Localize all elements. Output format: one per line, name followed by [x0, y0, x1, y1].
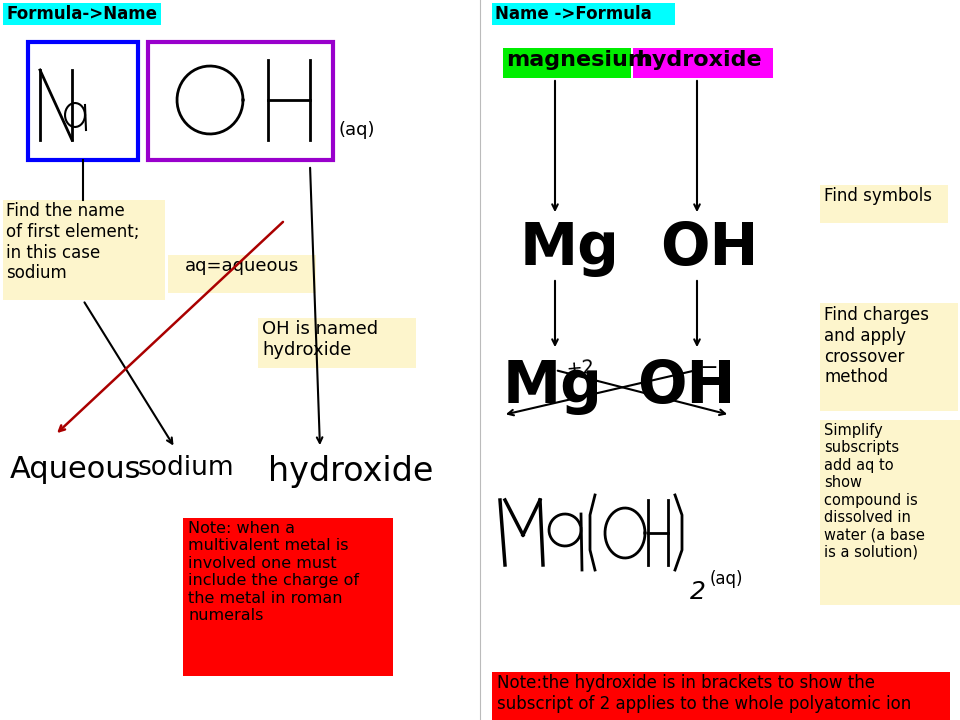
Bar: [183, 518, 393, 676]
Text: Formula->Name: Formula->Name: [6, 5, 157, 23]
Text: OH: OH: [637, 358, 735, 415]
Bar: [168, 255, 316, 293]
Text: sodium: sodium: [138, 455, 234, 481]
Bar: [492, 3, 675, 25]
Text: hydroxide: hydroxide: [636, 50, 761, 70]
Bar: [820, 185, 948, 223]
Bar: [148, 42, 333, 160]
Bar: [3, 200, 165, 300]
Text: OH: OH: [660, 220, 758, 277]
Text: hydroxide: hydroxide: [268, 455, 433, 488]
Bar: [3, 3, 161, 25]
Bar: [492, 672, 950, 720]
Text: Find the name
of first element;
in this case
sodium: Find the name of first element; in this …: [6, 202, 139, 282]
Text: Mg: Mg: [503, 358, 603, 415]
Bar: [820, 420, 960, 605]
Bar: [258, 318, 416, 368]
Text: −: −: [700, 358, 719, 378]
Text: aq=aqueous: aq=aqueous: [185, 257, 300, 275]
Text: Simplify
subscripts
add aq to
show
compound is
dissolved in
water (a base
is a s: Simplify subscripts add aq to show compo…: [824, 423, 924, 560]
Text: magnesium: magnesium: [506, 50, 651, 70]
Bar: [28, 42, 138, 160]
Text: Find symbols: Find symbols: [824, 187, 932, 205]
Text: 2: 2: [690, 580, 706, 604]
Bar: [820, 303, 958, 411]
Text: Mg: Mg: [520, 220, 620, 277]
Text: (aq): (aq): [710, 570, 743, 588]
Text: Note:the hydroxide is in brackets to show the
subscript of 2 applies to the whol: Note:the hydroxide is in brackets to sho…: [497, 674, 911, 713]
Bar: [503, 48, 631, 78]
Text: Note: when a
multivalent metal is
involved one must
include the charge of
the me: Note: when a multivalent metal is involv…: [188, 521, 359, 623]
Text: (aq): (aq): [338, 121, 374, 139]
Text: +2: +2: [566, 358, 596, 379]
Text: Find charges
and apply
crossover
method: Find charges and apply crossover method: [824, 306, 929, 387]
Text: Name ->Formula: Name ->Formula: [495, 5, 652, 23]
Text: OH is named
hydroxide: OH is named hydroxide: [262, 320, 378, 359]
Text: Aqueous: Aqueous: [10, 455, 141, 484]
Bar: [633, 48, 773, 78]
